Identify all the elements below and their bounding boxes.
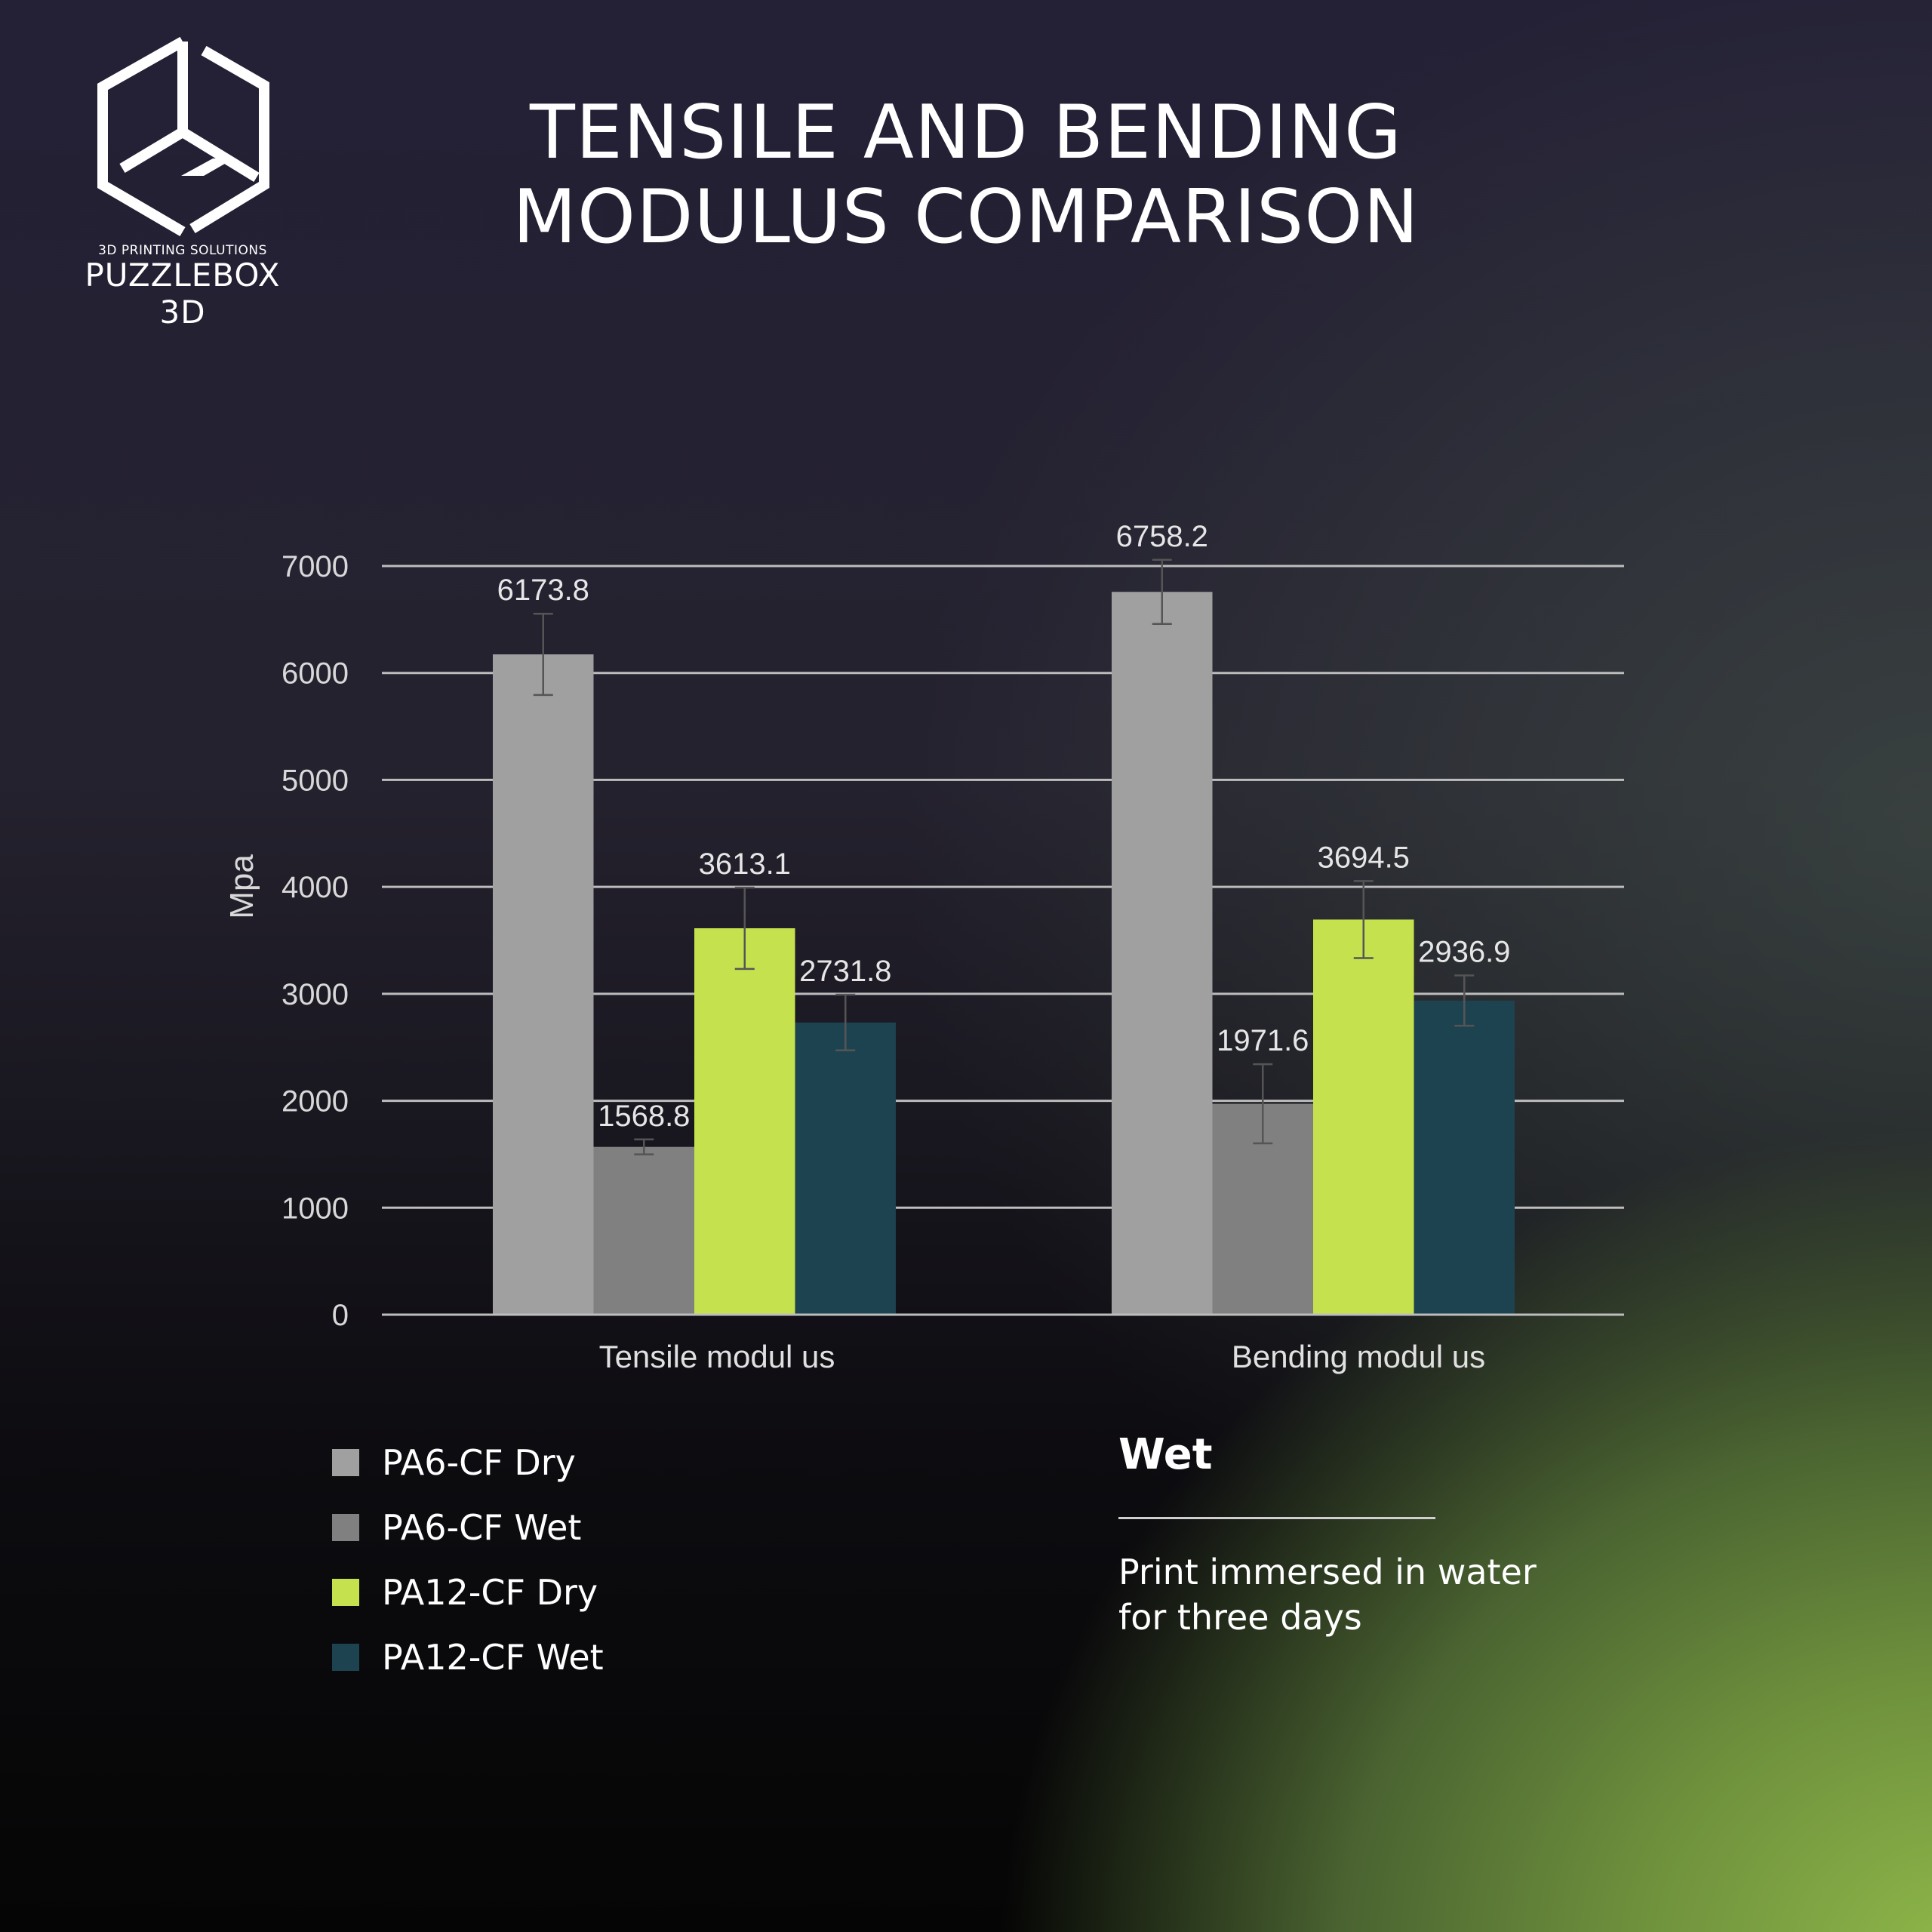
- legend-label: PA6-CF Wet: [382, 1507, 582, 1548]
- bar: [694, 928, 795, 1315]
- data-label: 1568.8: [598, 1100, 690, 1133]
- data-label: 3613.1: [699, 848, 791, 881]
- x-tick-label: Tensile modul us: [599, 1339, 835, 1374]
- y-tick-label: 1000: [281, 1192, 349, 1225]
- legend-item: PA6-CF Wet: [332, 1495, 604, 1560]
- legend-item: PA12-CF Wet: [332, 1625, 604, 1690]
- data-label: 6758.2: [1116, 520, 1208, 553]
- bar: [493, 654, 594, 1315]
- note-divider: [1118, 1517, 1435, 1519]
- legend: PA6-CF Dry PA6-CF Wet PA12-CF Dry PA12-C…: [332, 1430, 604, 1690]
- legend-swatch: [332, 1579, 359, 1606]
- y-tick-label: 6000: [281, 657, 349, 691]
- data-label: 2936.9: [1418, 935, 1510, 968]
- y-tick-label: 5000: [281, 764, 349, 797]
- x-tick-label: Bending modul us: [1232, 1339, 1485, 1374]
- note-text: Print immersed in water for three days: [1118, 1552, 1537, 1638]
- data-label: 6173.8: [497, 574, 589, 607]
- bar: [1313, 919, 1414, 1315]
- legend-swatch: [332, 1514, 359, 1541]
- y-tick-label: 3000: [281, 978, 349, 1011]
- bar: [1112, 592, 1213, 1315]
- brand-tagline: 3D PRINTING SOLUTIONS: [98, 243, 267, 258]
- page-title: TENSILE AND BENDING MODULUS COMPARISON: [0, 91, 1932, 260]
- legend-label: PA12-CF Wet: [382, 1637, 604, 1678]
- y-tick-label: 7000: [281, 550, 349, 583]
- legend-label: PA12-CF Dry: [382, 1572, 598, 1613]
- legend-swatch: [332, 1644, 359, 1671]
- puzzlebox-logo-icon: [97, 36, 269, 237]
- title-line-2: MODULUS COMPARISON: [512, 174, 1420, 260]
- note-title: Wet: [1118, 1430, 1213, 1479]
- legend-item: PA6-CF Dry: [332, 1430, 604, 1495]
- bar: [593, 1146, 694, 1315]
- bar: [795, 1022, 896, 1315]
- y-tick-label: 2000: [281, 1085, 349, 1118]
- data-label: 3694.5: [1318, 841, 1410, 874]
- y-axis-label: Mpa: [223, 854, 260, 919]
- y-tick-label: 0: [332, 1299, 349, 1332]
- title-line-1: TENSILE AND BENDING: [530, 90, 1402, 176]
- bar: [1414, 1000, 1515, 1315]
- data-label: 1971.6: [1217, 1024, 1309, 1057]
- y-tick-label: 4000: [281, 871, 349, 904]
- legend-swatch: [332, 1449, 359, 1476]
- brand-name: PUZZLEBOX 3D: [85, 257, 281, 331]
- legend-item: PA12-CF Dry: [332, 1560, 604, 1625]
- legend-label: PA6-CF Dry: [382, 1442, 576, 1483]
- data-label: 2731.8: [799, 955, 891, 988]
- wet-note: Wet Print immersed in water for three da…: [1118, 1430, 1571, 1640]
